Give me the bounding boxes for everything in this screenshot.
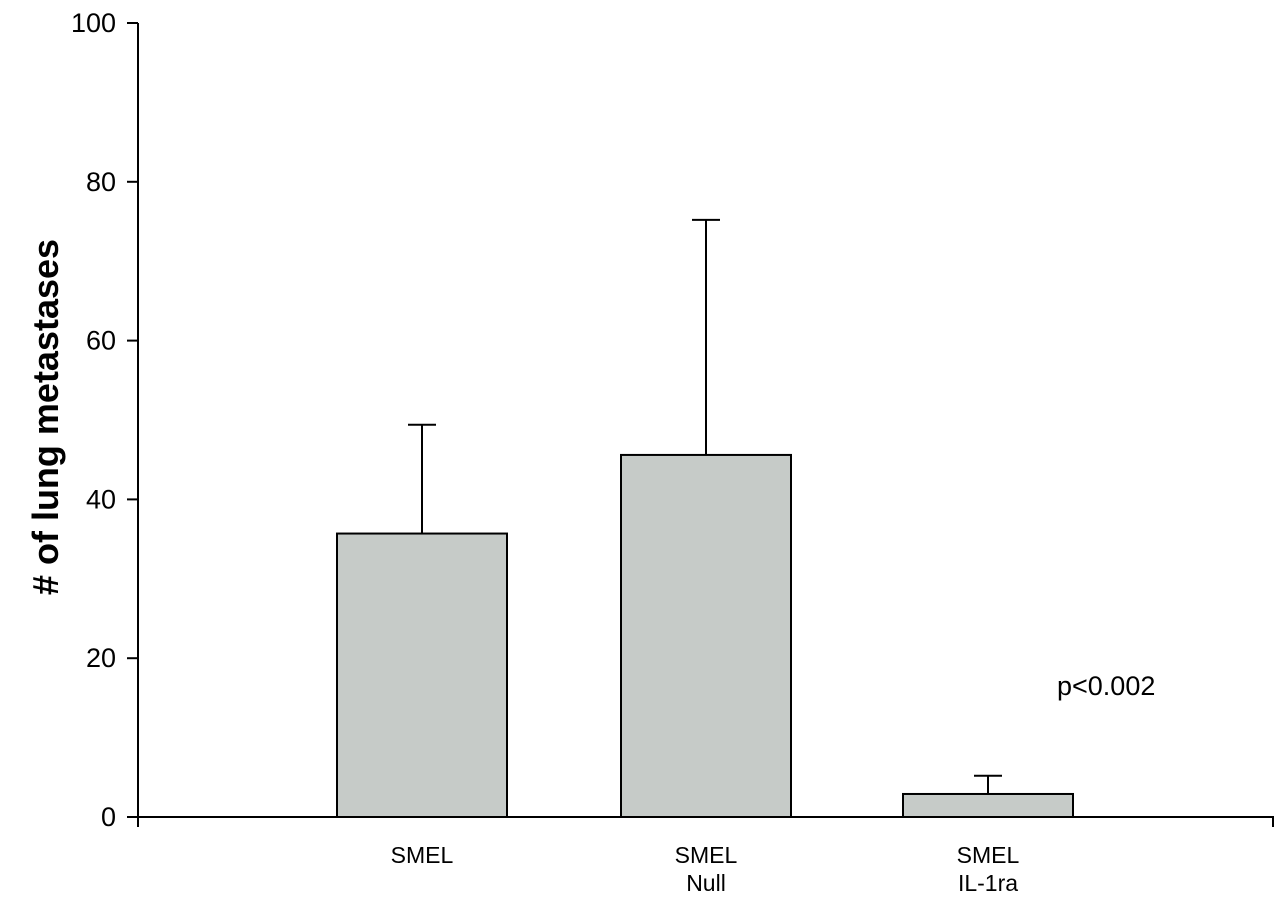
bar-3 — [902, 792, 1074, 818]
y-tick-label-80: 80 — [86, 167, 116, 197]
y-tick-label-20: 20 — [86, 643, 116, 673]
y-ticks-group: 0 20 40 60 80 100 — [71, 8, 138, 832]
y-tick-label-60: 60 — [86, 326, 116, 356]
x-category-line: SMEL — [391, 842, 454, 868]
x-category-line: IL-1ra — [958, 870, 1018, 896]
y-tick-label-100: 100 — [71, 8, 116, 38]
y-tick-label-40: 40 — [86, 484, 116, 514]
x-category-label-2: SMEL Null — [675, 842, 738, 896]
bar-2 — [620, 453, 792, 818]
bar-1 — [336, 532, 508, 818]
x-category-label-1: SMEL — [391, 842, 454, 868]
axes-group — [137, 23, 1274, 827]
x-category-line: SMEL — [675, 842, 738, 868]
y-tick-label-0: 0 — [101, 802, 116, 832]
x-category-label-3: SMEL IL-1ra — [957, 842, 1020, 896]
bars-group — [336, 453, 1074, 818]
x-category-line: SMEL — [957, 842, 1020, 868]
error-bars-group — [408, 218, 1002, 794]
x-category-line: Null — [686, 870, 726, 896]
y-axis-label: # of lung metastases — [25, 239, 66, 595]
p-value-annotation: p<0.002 — [1057, 671, 1155, 701]
